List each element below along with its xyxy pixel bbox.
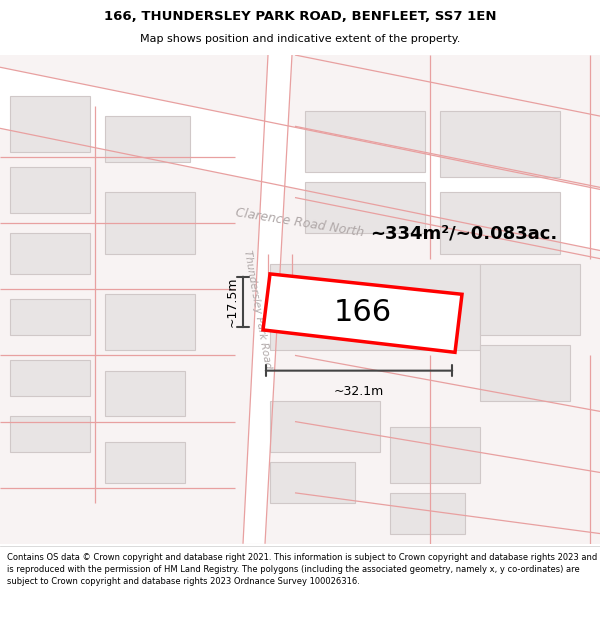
Text: Thundersley Park Road: Thundersley Park Road bbox=[242, 249, 272, 369]
Polygon shape bbox=[105, 294, 195, 350]
Text: Contains OS data © Crown copyright and database right 2021. This information is : Contains OS data © Crown copyright and d… bbox=[7, 554, 598, 586]
Text: ~32.1m: ~32.1m bbox=[334, 386, 384, 398]
Polygon shape bbox=[105, 442, 185, 483]
Polygon shape bbox=[263, 274, 462, 352]
Text: ~334m²/~0.083ac.: ~334m²/~0.083ac. bbox=[370, 224, 557, 243]
Text: 166: 166 bbox=[334, 298, 392, 327]
Text: ~17.5m: ~17.5m bbox=[226, 277, 239, 327]
Polygon shape bbox=[305, 111, 425, 172]
Polygon shape bbox=[105, 192, 195, 254]
Polygon shape bbox=[10, 361, 90, 396]
Polygon shape bbox=[390, 493, 465, 534]
Polygon shape bbox=[390, 427, 480, 483]
Polygon shape bbox=[305, 182, 425, 233]
Polygon shape bbox=[105, 116, 190, 162]
Polygon shape bbox=[10, 96, 90, 152]
Polygon shape bbox=[243, 55, 292, 544]
Polygon shape bbox=[440, 192, 560, 254]
Polygon shape bbox=[480, 345, 570, 401]
Polygon shape bbox=[10, 233, 90, 274]
Polygon shape bbox=[270, 264, 480, 350]
Text: 166, THUNDERSLEY PARK ROAD, BENFLEET, SS7 1EN: 166, THUNDERSLEY PARK ROAD, BENFLEET, SS… bbox=[104, 10, 496, 23]
Polygon shape bbox=[270, 462, 355, 503]
Polygon shape bbox=[10, 167, 90, 213]
Polygon shape bbox=[0, 68, 600, 251]
Polygon shape bbox=[105, 371, 185, 416]
Text: Clarence Road North: Clarence Road North bbox=[235, 206, 365, 239]
Polygon shape bbox=[480, 264, 580, 335]
Polygon shape bbox=[10, 299, 90, 335]
Polygon shape bbox=[270, 401, 380, 452]
Polygon shape bbox=[10, 416, 90, 452]
Text: Map shows position and indicative extent of the property.: Map shows position and indicative extent… bbox=[140, 34, 460, 44]
Polygon shape bbox=[440, 111, 560, 178]
